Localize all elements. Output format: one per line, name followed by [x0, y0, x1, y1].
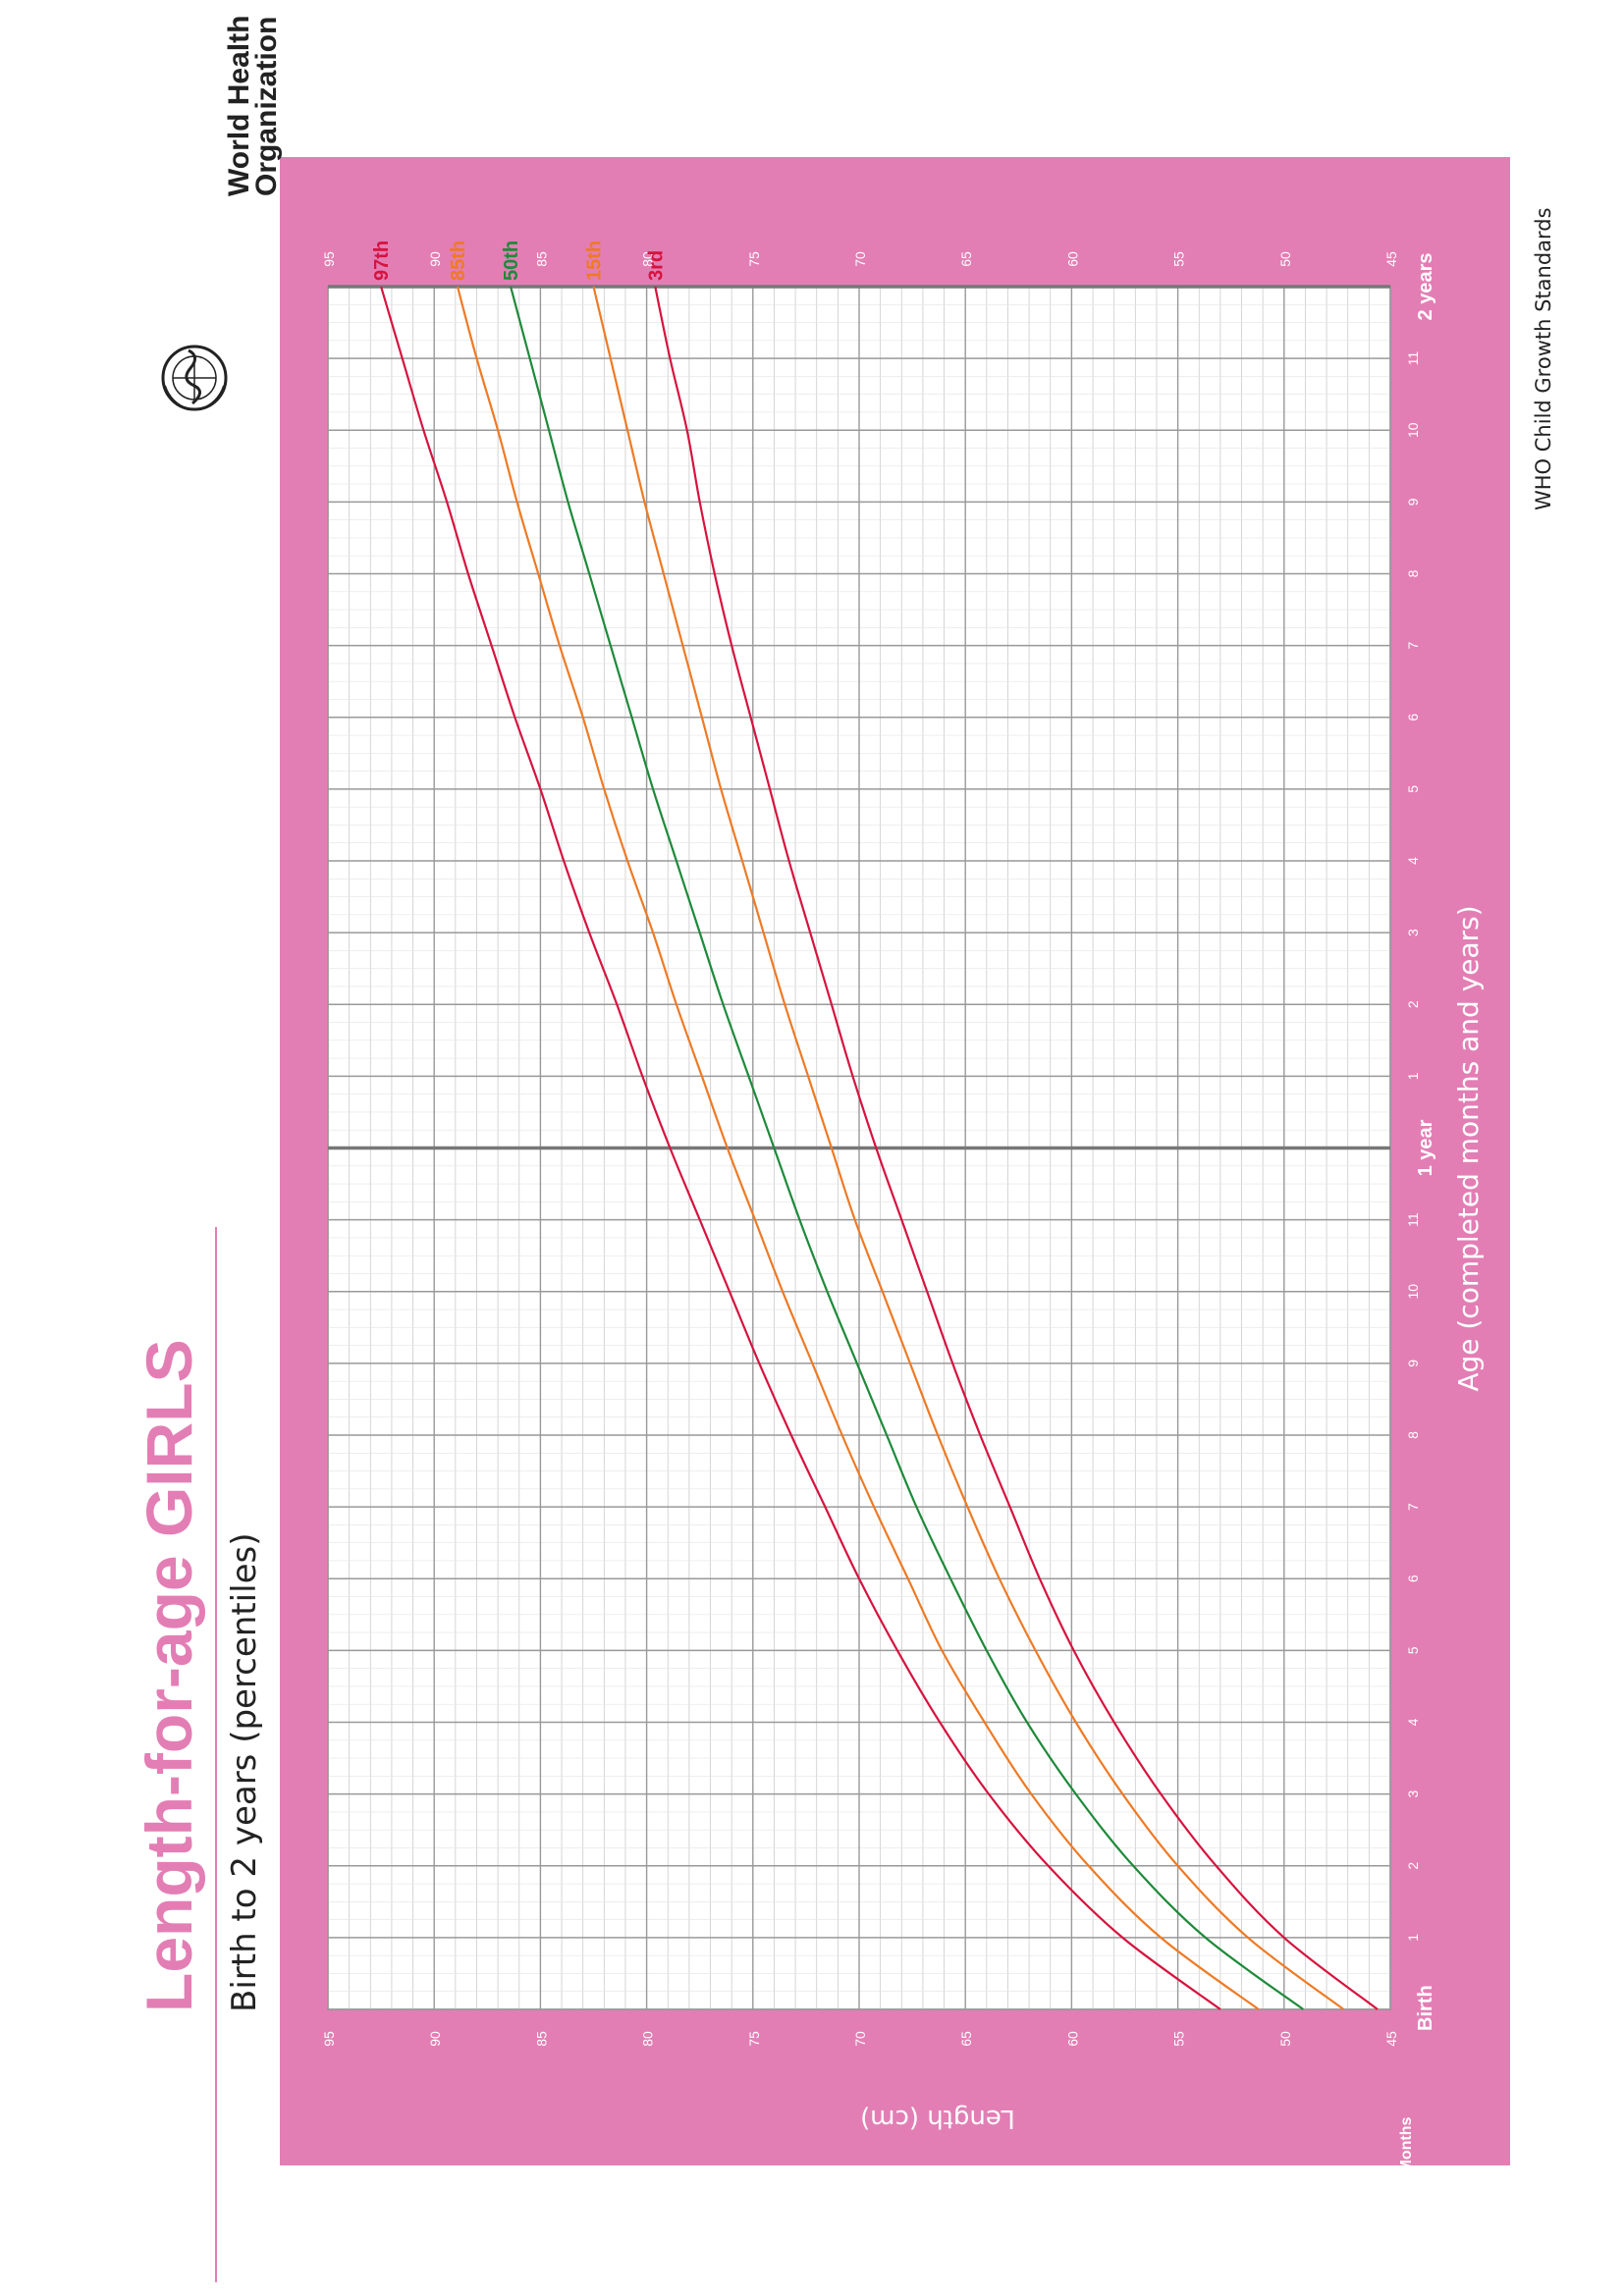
x-tick-label: 7	[1405, 1503, 1421, 1511]
series-label-50th: 50th	[501, 240, 522, 281]
y-tick-label: 95	[321, 2031, 337, 2047]
chart-title-prefix: Length-for-age	[133, 1537, 205, 2012]
x-tick-label: 11	[1405, 351, 1421, 366]
y-tick-label: 60	[1064, 251, 1080, 267]
chart-title-highlight: GIRLS	[133, 1339, 205, 1537]
x-tick-label: 11	[1405, 1212, 1421, 1227]
who-name-line1: World Health	[223, 15, 255, 196]
series-label-3rd: 3rd	[645, 250, 667, 281]
y-tick-label: 55	[1171, 251, 1187, 267]
y-tick-label: 50	[1277, 251, 1293, 267]
series-label-85th: 85th	[448, 240, 469, 281]
series-label-97th: 97th	[371, 240, 393, 281]
y-tick-label: 70	[852, 2031, 868, 2047]
x-tick-label: 5	[1405, 1646, 1421, 1654]
y-tick-label: 75	[746, 251, 762, 267]
who-name: World Health Organization	[223, 15, 283, 196]
percentile-curves	[380, 286, 1379, 2010]
x-tick-label: 2	[1405, 1862, 1421, 1870]
x-tick-label: 2	[1405, 1000, 1421, 1008]
y-tick-label: 75	[746, 2031, 762, 2047]
y-tick-label: 50	[1277, 2031, 1293, 2047]
x-tick-label: Birth	[1415, 1985, 1436, 2031]
y-tick-label: 70	[852, 251, 868, 267]
x-tick-label: 9	[1405, 498, 1421, 506]
curve-50th	[510, 286, 1304, 2010]
x-tick-label: 1	[1405, 1072, 1421, 1080]
y-tick-label: 80	[640, 2031, 656, 2047]
y-tick-label: 90	[427, 251, 443, 267]
who-name-line2: Organization	[250, 16, 283, 196]
y-tick-label: 95	[321, 251, 337, 267]
x-tick-label: 8	[1405, 569, 1421, 577]
x-tick-label: 1 year	[1415, 1119, 1436, 1176]
series-label-15th: 15th	[584, 240, 606, 281]
x-tick-label: 10	[1405, 422, 1421, 438]
x-axis-caption: Months	[1398, 2116, 1415, 2172]
y-tick-label: 65	[958, 251, 974, 267]
curve-3rd	[654, 286, 1379, 2010]
x-tick-label: 8	[1405, 1431, 1421, 1439]
x-tick-label: 2 years	[1415, 253, 1436, 321]
y-axis-title: Length (cm)	[860, 2104, 1015, 2133]
x-tick-label: 4	[1405, 857, 1421, 865]
y-tick-label: 65	[958, 2031, 974, 2047]
x-tick-label: 10	[1405, 1284, 1421, 1300]
curve-15th	[592, 286, 1345, 2010]
y-tick-label: 80	[640, 251, 656, 267]
x-tick-label: 6	[1405, 1575, 1421, 1582]
y-tick-label: 55	[1171, 2031, 1187, 2047]
y-tick-label: 60	[1064, 2031, 1080, 2047]
chart-subtitle: Birth to 2 years (percentiles)	[225, 1533, 264, 2012]
y-tick-label: 85	[533, 251, 549, 267]
y-tick-label: 45	[1383, 251, 1399, 267]
curve-85th	[456, 286, 1260, 2010]
x-axis-title: Age (completed months and years)	[1452, 905, 1485, 1391]
x-tick-label: 3	[1405, 1790, 1421, 1798]
x-tick-label: 7	[1405, 642, 1421, 650]
x-tick-label: 6	[1405, 714, 1421, 721]
tick-labels: 4545505055556060656570707575808085859090…	[321, 240, 1436, 2047]
footer-text: WHO Child Growth Standards	[1532, 207, 1555, 510]
y-tick-label: 90	[427, 2031, 443, 2047]
x-tick-label: 1	[1405, 1934, 1421, 1942]
x-tick-label: 9	[1405, 1360, 1421, 1367]
who-emblem-icon	[161, 345, 228, 411]
chart-title: Length-for-age GIRLS	[133, 1339, 205, 2012]
curve-97th	[380, 286, 1221, 2010]
y-tick-label: 45	[1383, 2031, 1399, 2047]
y-tick-label: 85	[533, 2031, 549, 2047]
x-tick-label: 3	[1405, 929, 1421, 936]
x-tick-label: 5	[1405, 785, 1421, 793]
x-tick-label: 4	[1405, 1718, 1421, 1726]
